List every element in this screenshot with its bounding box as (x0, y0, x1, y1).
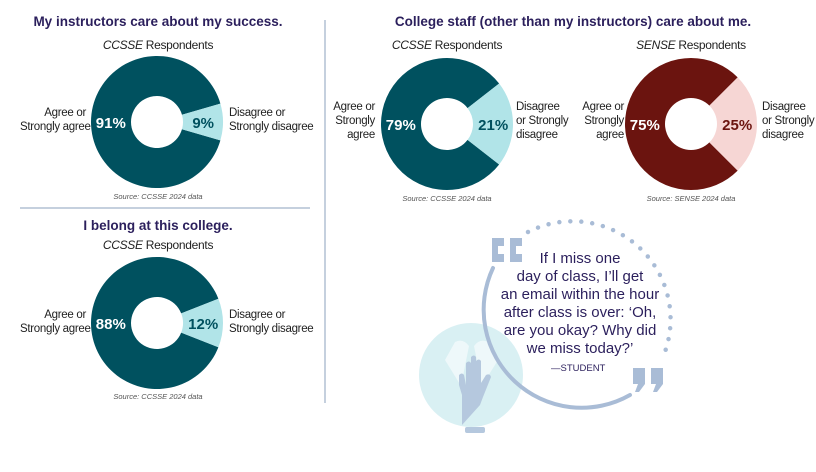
chart2-subtitle: CCSSE Respondents (0, 238, 316, 252)
chart4-source: Source: SENSE 2024 data (646, 194, 736, 203)
chart1-title: My instructors care about my success. (33, 14, 283, 29)
agree-slice (90, 56, 221, 189)
survey-name: CCSSE (391, 38, 432, 52)
survey-name: CCSSE (102, 238, 143, 252)
subtitle-text: Respondents (431, 38, 503, 52)
vertical-divider (324, 20, 326, 403)
quote-arc (481, 266, 632, 410)
disagree-slice (467, 83, 513, 165)
disagree-percent-label: 21% (478, 117, 508, 134)
chart3-title: College staff (other than my instructors… (394, 14, 752, 29)
agree-percent-label: 88% (96, 316, 126, 333)
agree-percent-label: 79% (386, 117, 416, 134)
agree-percent-label: 75% (630, 117, 660, 134)
horizontal-divider (20, 207, 310, 209)
chart2-disagree-label: Disagree or Strongly disagree (229, 309, 314, 335)
chart1-agree-label: Agree or Strongly agree (20, 107, 91, 133)
quote-decoration (419, 219, 673, 433)
disagree-slice (181, 103, 223, 141)
chart3-subtitle: CCSSE Respondents (377, 38, 517, 52)
chart2-donut: 88% 12% (91, 257, 223, 389)
quote-text: If I miss one day of class, I’ll get an … (500, 250, 660, 357)
disagree-percent-label: 12% (188, 316, 218, 333)
chart1-subtitle: CCSSE Respondents (0, 38, 316, 52)
chart4-subtitle: SENSE Respondents (621, 38, 761, 52)
subtitle-text: Respondents (142, 238, 214, 252)
disagree-slice (709, 77, 757, 171)
subtitle-text: Respondents (675, 38, 746, 52)
chart1-disagree-label: Disagree or Strongly disagree (229, 107, 314, 133)
chart4-disagree-label: Disagree or Strongly disagree (762, 101, 815, 141)
subtitle-text: Respondents (142, 38, 214, 52)
disagree-percent-label: 9% (192, 115, 214, 132)
agree-slice (625, 58, 738, 190)
survey-name: SENSE (636, 38, 676, 52)
disagree-percent-label: 25% (722, 117, 752, 134)
chart2-title: I belong at this college. (83, 218, 233, 233)
chart3-donut: 79% 21% (381, 58, 513, 191)
quote-attribution: —STUDENT (551, 363, 606, 374)
close-quote-icon (633, 368, 663, 392)
chart2-agree-label: Agree or Strongly agree (20, 309, 91, 335)
disagree-slice (181, 298, 223, 348)
chart1-donut: 91% 9% (90, 56, 223, 189)
chart4-agree-label: Agree or Strongly agree (582, 101, 624, 141)
chart3-disagree-label: Disagree or Strongly disagree (516, 101, 569, 141)
chart2-source: Source: CCSSE 2024 data (113, 392, 203, 401)
chart3-source: Source: CCSSE 2024 data (402, 194, 492, 203)
chart3-agree-label: Agree or Strongly agree (333, 101, 375, 141)
open-quote-icon (492, 238, 522, 262)
chart1-source: Source: CCSSE 2024 data (113, 192, 203, 201)
chart4-donut: 75% 25% (625, 58, 757, 190)
agree-percent-label: 91% (96, 115, 126, 132)
survey-name: CCSSE (102, 38, 143, 52)
quote-dotted-arc (525, 219, 673, 360)
agree-slice (91, 257, 219, 389)
agree-slice (381, 58, 500, 191)
raised-hands-icon (419, 323, 523, 433)
